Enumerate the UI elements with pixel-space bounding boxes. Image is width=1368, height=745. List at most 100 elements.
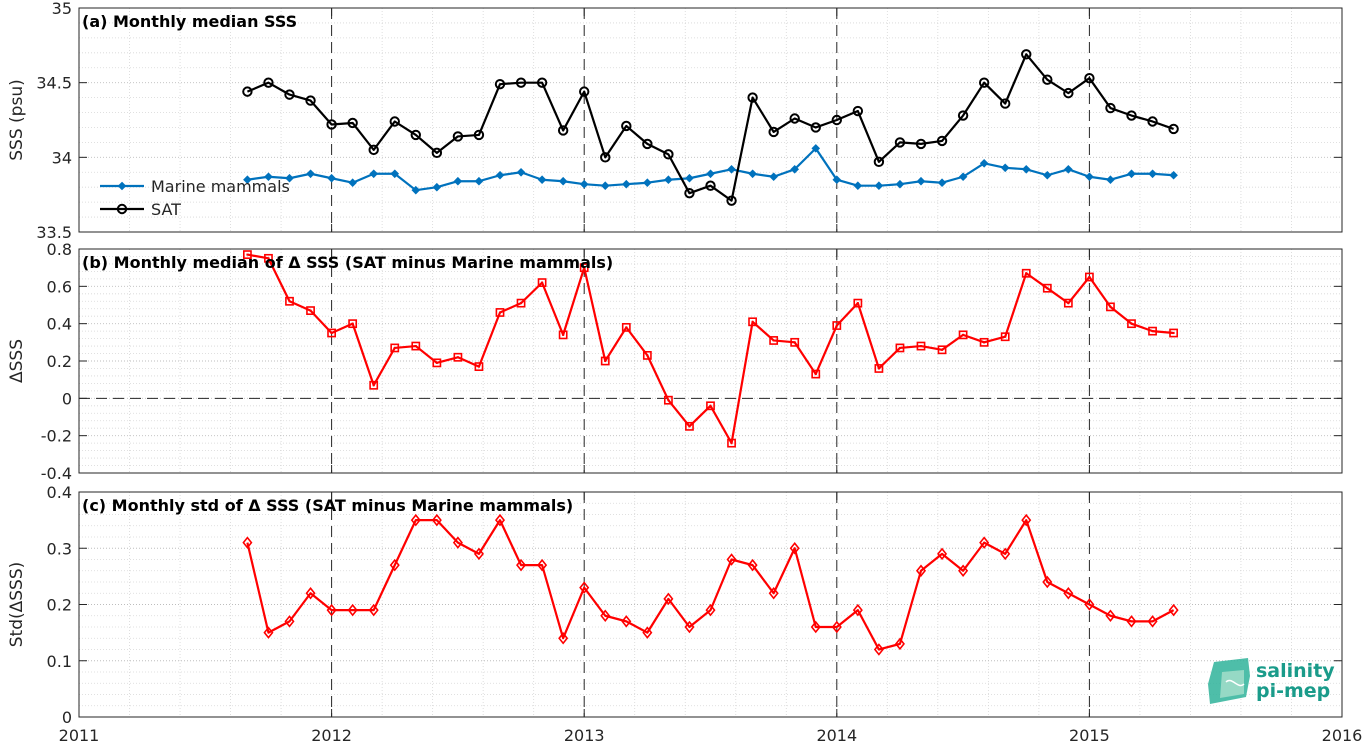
plot-frame [78,7,1343,233]
data-point [958,330,968,340]
data-point-center [835,324,838,327]
data-point [305,586,316,600]
panel-title: (c) Monthly std of Δ SSS (SAT minus Mari… [82,496,573,515]
data-point-center [646,354,649,357]
data-point-center [604,360,607,362]
data-point [916,176,926,186]
data-point [453,352,463,362]
data-point-center [435,361,438,364]
data-point [537,278,547,287]
data-point [790,337,800,347]
x-tick-label: 2012 [311,726,352,745]
data-point [600,181,610,191]
data-point [789,541,800,555]
data-point-center [372,384,375,387]
data-point-center [814,373,817,376]
data-point [894,137,906,148]
y-axis-label: Std(ΔSSS) [7,562,27,648]
data-point [1169,170,1178,180]
legend: Marine mammals SAT [100,177,290,219]
data-point [621,322,631,332]
data-point-center [267,257,270,260]
y-tick-label: 0.4 [47,483,72,502]
data-point [1126,615,1137,628]
data-point [684,187,695,199]
series-marine-mammals [243,144,1178,195]
data-point [579,179,589,189]
y-tick-label: 0.4 [47,315,72,334]
data-point [494,78,506,90]
data-point [284,89,295,100]
data-point [327,173,336,183]
data-point [1126,110,1137,121]
y-tick-label: 34.5 [36,74,72,93]
plot-frame [78,248,1343,474]
data-point [474,362,484,371]
data-point [411,185,421,195]
data-point [642,350,652,360]
data-point [747,92,758,103]
data-point [1042,283,1052,293]
data-point-center [856,302,859,305]
chart-panels: 33.5 34 34.5 35 2011 2012 2013 2014 2015 2016 SSS … [7,0,1362,745]
data-point-center [1088,276,1091,278]
data-point-center [246,253,249,256]
data-point [1168,603,1179,617]
y-tick-label: -0.4 [41,464,72,483]
chart-panel-3: 0 0.1 0.2 0.3 0.4 Std(ΔSSS) (c) Monthly std of… [7,483,1343,727]
data-point [769,336,779,345]
data-point [979,536,990,549]
data-point [516,167,526,177]
data-point-center [414,345,417,348]
data-point [306,306,315,315]
data-point [706,169,715,179]
data-point-center [583,266,586,269]
data-point [706,401,715,411]
data-point [1127,169,1136,179]
data-point-center [709,404,712,407]
data-point [285,296,294,306]
data-point [790,164,800,174]
data-point [937,345,947,355]
data-point [432,182,442,192]
data-point [726,553,737,566]
data-point [558,330,568,340]
data-point [347,603,358,617]
data-point-center [877,367,880,370]
data-point [1042,170,1052,180]
data-point [474,176,484,186]
data-point-center [477,365,480,368]
logo-wave-icon [1220,670,1244,698]
data-point [1148,169,1157,179]
data-point [1000,332,1010,342]
data-point [1105,102,1116,114]
data-point [431,513,442,527]
data-point [1168,123,1179,135]
data-point [915,138,927,150]
data-point [769,172,778,182]
data-point [747,558,758,572]
data-point-center [393,346,396,349]
data-point [726,195,737,206]
y-axis-label: SSS (psu) [7,79,27,160]
data-point [789,113,800,124]
data-point [748,317,757,327]
data-point [1064,164,1073,174]
y-tick-label: 0.1 [47,652,72,671]
data-point [916,341,926,351]
data-point [621,120,632,132]
data-point-center [793,341,796,344]
data-point [663,395,673,405]
data-point [978,77,990,88]
data-point [874,181,884,191]
data-point-center [520,302,523,305]
data-point [727,164,736,174]
legend-label: Marine mammals [151,177,290,196]
series-line [242,513,1179,656]
data-point-center [1004,335,1007,338]
data-point [1042,74,1053,85]
data-point [600,609,611,623]
data-point [643,178,652,188]
logo-text-line1: salinity [1256,660,1335,682]
data-point [348,178,357,188]
